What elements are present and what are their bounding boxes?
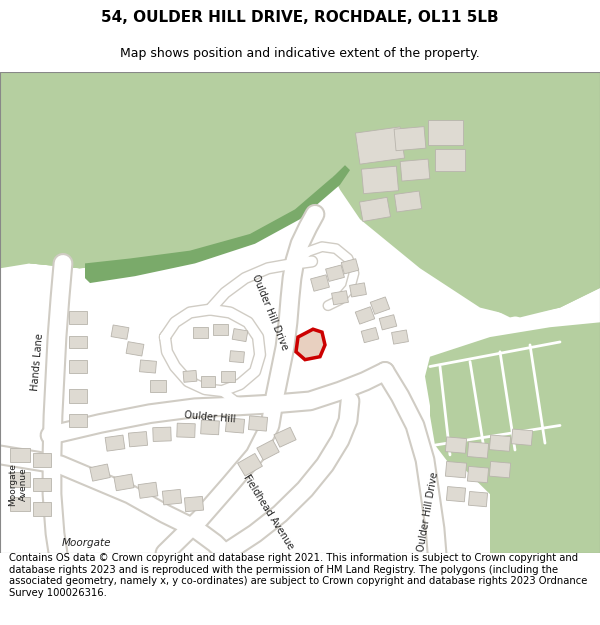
Bar — [200, 420, 220, 435]
Bar — [226, 418, 245, 433]
Bar — [201, 376, 215, 387]
Bar — [238, 454, 262, 476]
Bar — [350, 283, 367, 297]
Bar — [138, 482, 158, 498]
Bar — [140, 360, 157, 373]
Bar — [248, 416, 268, 431]
Bar — [427, 121, 463, 145]
Text: Hands Lane: Hands Lane — [31, 332, 46, 391]
Bar — [10, 448, 30, 462]
Polygon shape — [85, 165, 350, 283]
Bar — [69, 389, 87, 403]
Text: Moorgate: Moorgate — [62, 538, 112, 548]
Bar — [90, 464, 110, 481]
Bar — [10, 472, 30, 487]
Bar — [370, 297, 390, 314]
Bar — [274, 428, 296, 448]
Bar — [257, 440, 279, 460]
Text: Oulder Hill Drive: Oulder Hill Drive — [250, 273, 290, 352]
Bar — [435, 149, 465, 171]
Bar — [10, 497, 30, 511]
Bar — [212, 324, 227, 334]
Text: Contains OS data © Crown copyright and database right 2021. This information is : Contains OS data © Crown copyright and d… — [9, 553, 587, 598]
Text: Oulder Hill Drive: Oulder Hill Drive — [416, 471, 440, 552]
Polygon shape — [0, 219, 130, 268]
Bar — [326, 265, 344, 281]
Text: 54, OULDER HILL DRIVE, ROCHDALE, OL11 5LB: 54, OULDER HILL DRIVE, ROCHDALE, OL11 5L… — [101, 11, 499, 26]
Bar — [183, 371, 197, 382]
Polygon shape — [296, 329, 325, 359]
Bar — [361, 166, 398, 194]
Bar — [392, 330, 409, 344]
Bar — [511, 429, 533, 446]
Bar — [355, 307, 375, 324]
Polygon shape — [330, 72, 600, 318]
Bar — [150, 380, 166, 392]
Bar — [33, 478, 51, 491]
Bar — [311, 275, 329, 291]
Bar — [69, 311, 87, 324]
Bar — [446, 487, 466, 502]
Text: Fieldhead Avenue: Fieldhead Avenue — [241, 472, 295, 551]
Bar — [69, 360, 87, 373]
Text: Oulder Hill: Oulder Hill — [184, 411, 236, 425]
Bar — [111, 325, 129, 339]
Bar — [33, 453, 51, 467]
Polygon shape — [490, 72, 600, 121]
Bar — [153, 427, 171, 441]
Bar — [69, 414, 87, 428]
Text: Moorgate
Avenue: Moorgate Avenue — [8, 463, 28, 506]
Bar — [230, 351, 244, 362]
Bar — [128, 432, 148, 447]
Bar — [114, 474, 134, 491]
Bar — [469, 491, 488, 507]
Bar — [163, 489, 182, 505]
Bar — [184, 496, 203, 512]
Polygon shape — [425, 322, 600, 553]
Bar — [33, 502, 51, 516]
Bar — [177, 423, 195, 438]
Bar — [341, 259, 359, 274]
Bar — [193, 327, 208, 338]
Bar — [490, 461, 511, 478]
Polygon shape — [480, 111, 600, 318]
Bar — [467, 442, 488, 458]
Bar — [105, 435, 125, 451]
Polygon shape — [0, 72, 600, 268]
Bar — [445, 437, 467, 453]
Bar — [126, 342, 144, 356]
Bar — [221, 371, 235, 382]
Bar — [445, 461, 467, 478]
Bar — [361, 328, 379, 342]
Text: Map shows position and indicative extent of the property.: Map shows position and indicative extent… — [120, 48, 480, 61]
Bar — [355, 127, 404, 164]
Bar — [69, 336, 87, 348]
Bar — [467, 466, 488, 482]
Bar — [394, 127, 426, 151]
Bar — [379, 315, 397, 330]
Bar — [400, 159, 430, 181]
Bar — [232, 329, 248, 342]
Bar — [332, 291, 349, 305]
Polygon shape — [430, 335, 600, 465]
Bar — [490, 435, 511, 451]
Bar — [359, 198, 391, 221]
Bar — [394, 191, 422, 212]
Polygon shape — [0, 72, 80, 268]
